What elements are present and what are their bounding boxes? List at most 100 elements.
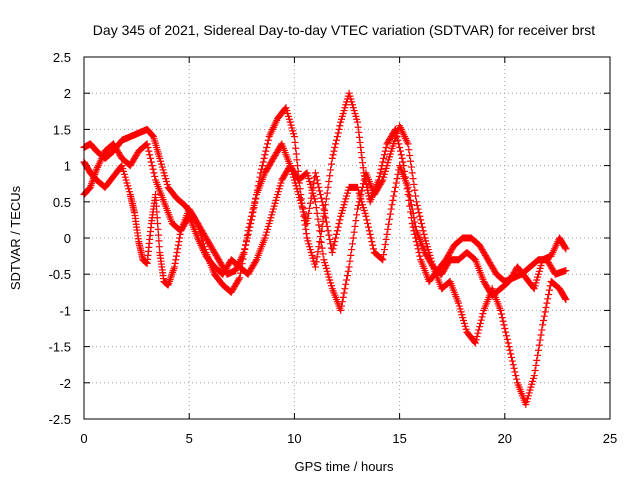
data-point-marker xyxy=(377,165,385,173)
data-point-marker xyxy=(380,154,388,162)
data-point-marker xyxy=(314,248,322,256)
data-point-marker xyxy=(245,223,253,231)
data-point-marker xyxy=(389,196,397,204)
y-tick-label: 1.5 xyxy=(53,122,71,137)
data-point-marker xyxy=(410,214,418,222)
data-point-marker xyxy=(415,248,423,256)
data-point-marker xyxy=(330,147,338,155)
data-point-marker xyxy=(176,230,184,238)
data-point-marker xyxy=(333,227,341,235)
data-point-marker xyxy=(315,243,323,251)
data-point-marker xyxy=(354,201,362,209)
data-point-marker xyxy=(308,189,316,197)
data-point-marker xyxy=(415,209,423,217)
data-point-marker xyxy=(413,201,421,209)
data-point-marker xyxy=(313,253,321,261)
y-axis-label: SDTVAR / TECUs xyxy=(8,185,23,290)
data-point-marker xyxy=(325,178,333,186)
data-point-marker xyxy=(404,183,412,191)
y-tick-label: -2 xyxy=(59,376,71,391)
data-point-marker xyxy=(378,178,386,186)
data-point-marker xyxy=(499,317,507,325)
data-point-marker xyxy=(405,188,413,196)
data-point-marker xyxy=(144,144,152,151)
x-tick-label: 15 xyxy=(392,431,406,446)
data-point-marker xyxy=(504,339,512,347)
data-point-marker xyxy=(530,372,538,380)
data-point-marker xyxy=(354,123,362,131)
x-tick-label: 5 xyxy=(186,431,193,446)
data-point-marker xyxy=(258,162,266,170)
data-point-marker xyxy=(533,356,541,364)
data-point-marker xyxy=(406,151,414,159)
data-point-marker xyxy=(561,294,569,302)
data-point-marker xyxy=(260,154,268,162)
x-tick-label: 0 xyxy=(80,431,87,446)
data-point-marker xyxy=(172,252,180,260)
data-point-marker xyxy=(532,361,540,369)
x-tick-label: 25 xyxy=(603,431,617,446)
data-point-marker xyxy=(540,312,548,320)
data-point-marker xyxy=(249,205,257,213)
data-point-marker xyxy=(477,316,485,324)
data-point-marker xyxy=(347,251,355,259)
data-point-marker xyxy=(509,361,517,369)
data-point-marker xyxy=(512,372,520,380)
data-point-marker xyxy=(290,133,298,141)
data-point-marker xyxy=(340,289,348,297)
data-point-marker xyxy=(363,216,371,224)
data-point-marker xyxy=(380,251,388,259)
data-point-marker xyxy=(319,217,327,225)
data-point-marker xyxy=(242,236,250,244)
axis-ticks xyxy=(83,56,611,420)
data-point-marker xyxy=(375,172,383,180)
data-point-marker xyxy=(418,223,426,231)
data-point-marker xyxy=(539,321,547,329)
data-point-marker xyxy=(355,133,363,141)
data-point-marker xyxy=(242,241,250,249)
data-point-marker xyxy=(380,151,388,159)
data-point-marker xyxy=(366,230,374,238)
data-point-marker xyxy=(388,201,396,209)
data-point-marker xyxy=(381,241,389,249)
data-point-marker xyxy=(354,205,362,213)
data-point-marker xyxy=(264,136,272,144)
data-point-marker xyxy=(534,351,542,359)
data-point-marker xyxy=(408,169,416,177)
data-point-marker xyxy=(385,220,393,228)
data-point-marker xyxy=(149,165,157,173)
data-point-marker xyxy=(416,212,424,220)
data-point-marker xyxy=(364,223,372,231)
data-point-marker xyxy=(193,218,201,226)
data-point-marker xyxy=(175,238,183,246)
data-point-marker xyxy=(409,209,417,217)
data-point-marker xyxy=(333,133,341,141)
data-point-marker xyxy=(311,169,319,177)
data-point-marker xyxy=(386,215,394,223)
data-point-marker xyxy=(348,246,356,254)
data-point-marker xyxy=(150,169,158,177)
data-point-marker xyxy=(244,227,252,235)
data-point-marker xyxy=(312,204,320,212)
data-point-marker xyxy=(387,205,395,213)
data-point-marker xyxy=(404,140,412,148)
data-point-marker xyxy=(338,302,346,310)
data-point-marker xyxy=(335,220,343,228)
data-point-marker xyxy=(246,220,254,228)
data-point-marker xyxy=(324,183,332,191)
data-point-marker xyxy=(252,194,260,202)
data-point-marker xyxy=(247,216,255,224)
data-point-marker xyxy=(502,328,510,336)
data-point-marker xyxy=(412,198,420,206)
plot-frame xyxy=(83,56,611,420)
data-point-marker xyxy=(151,172,159,180)
data-point-marker xyxy=(510,364,518,372)
data-point-marker xyxy=(348,240,356,248)
data-point-marker xyxy=(250,201,258,209)
data-point-marker xyxy=(355,128,363,136)
data-point-marker xyxy=(316,187,324,195)
data-point-marker xyxy=(408,205,416,213)
data-point-marker xyxy=(323,222,331,230)
data-point-marker xyxy=(359,164,367,172)
data-point-marker xyxy=(535,341,543,349)
